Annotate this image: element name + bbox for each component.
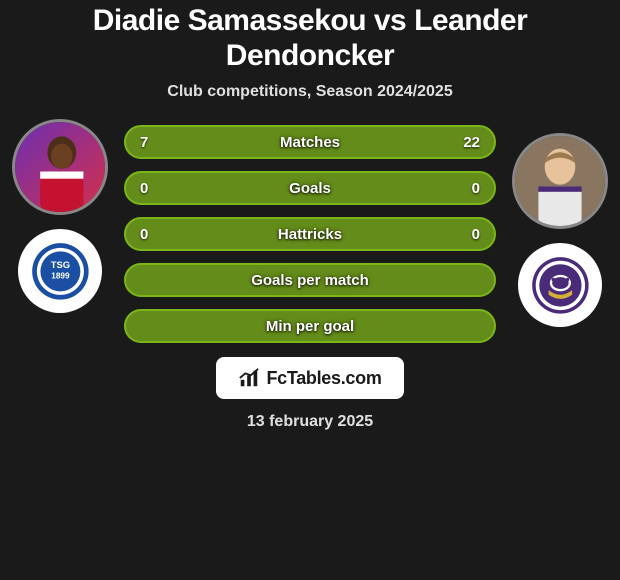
left-club-crest: TSG 1899 (18, 229, 102, 313)
right-player-column (510, 119, 610, 327)
stat-label: Hattricks (126, 226, 494, 243)
stat-bars: 7 Matches 22 0 Goals 0 0 Hattricks 0 Goa… (124, 119, 496, 343)
stat-bar-goals-per-match: Goals per match (124, 263, 496, 297)
stat-label: Goals (126, 180, 494, 197)
stat-label: Goals per match (126, 272, 494, 289)
stat-right-value: 22 (462, 134, 480, 151)
fctables-logo[interactable]: FcTables.com (216, 357, 403, 399)
club-crest-icon (531, 256, 590, 315)
right-player-avatar (512, 133, 608, 229)
left-player-avatar (12, 119, 108, 215)
stat-left-value: 0 (140, 180, 158, 197)
stat-left-value: 0 (140, 226, 158, 243)
comparison-body: TSG 1899 7 Matches 22 0 Goals 0 0 Hattri… (8, 119, 612, 343)
svg-text:1899: 1899 (51, 271, 70, 280)
player-photo-icon (15, 122, 105, 212)
player-photo-icon (515, 136, 605, 226)
stat-right-value: 0 (462, 180, 480, 197)
subtitle: Club competitions, Season 2024/2025 (8, 83, 612, 119)
page-title: Diadie Samassekou vs Leander Dendoncker (8, 0, 612, 83)
stat-bar-hattricks: 0 Hattricks 0 (124, 217, 496, 251)
source-logo-row: FcTables.com (8, 343, 612, 409)
comparison-card: Diadie Samassekou vs Leander Dendoncker … (0, 0, 620, 431)
stat-label: Min per goal (126, 318, 494, 335)
chart-icon (238, 367, 260, 389)
stat-bar-matches: 7 Matches 22 (124, 125, 496, 159)
stat-right-value: 0 (462, 226, 480, 243)
stat-bar-min-per-goal: Min per goal (124, 309, 496, 343)
stat-left-value: 7 (140, 134, 158, 151)
right-club-crest (518, 243, 602, 327)
svg-text:TSG: TSG (50, 258, 69, 269)
logo-text: FcTables.com (266, 368, 381, 389)
club-crest-icon: TSG 1899 (31, 242, 90, 301)
snapshot-date: 13 february 2025 (8, 409, 612, 431)
stat-bar-goals: 0 Goals 0 (124, 171, 496, 205)
left-player-column: TSG 1899 (10, 119, 110, 313)
stat-label: Matches (126, 134, 494, 151)
